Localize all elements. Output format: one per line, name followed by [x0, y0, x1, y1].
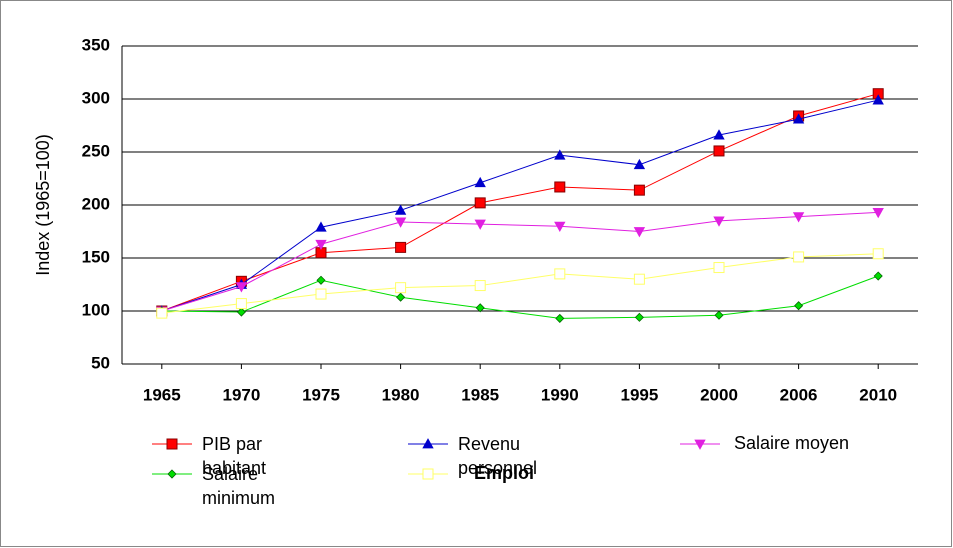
x-tick-label: 2006 — [780, 385, 818, 404]
marker — [554, 268, 566, 280]
x-tick-label: 1990 — [541, 385, 579, 404]
marker — [474, 280, 486, 292]
marker — [872, 208, 884, 219]
marker — [633, 158, 646, 170]
marker — [872, 94, 884, 105]
marker — [315, 239, 327, 251]
marker — [395, 282, 407, 294]
marker — [235, 282, 248, 293]
legend-label-box: Salaire minimum — [202, 464, 276, 508]
marker — [792, 113, 805, 124]
marker — [156, 307, 168, 319]
legend-label: Revenu personnel — [458, 434, 538, 478]
marker — [315, 221, 327, 232]
marker — [634, 312, 644, 322]
marker — [167, 469, 177, 479]
x-tick-label: 2010 — [859, 385, 897, 404]
marker — [713, 216, 725, 227]
marker — [554, 221, 566, 233]
marker — [873, 271, 883, 281]
marker — [394, 217, 407, 228]
x-tick-label: 1965 — [143, 385, 181, 404]
marker — [554, 149, 566, 160]
marker — [713, 145, 725, 157]
series-line — [161, 253, 879, 314]
y-tick-label: 300 — [82, 88, 110, 107]
marker — [316, 275, 326, 285]
marker — [793, 251, 805, 263]
x-tick-label: 2000 — [700, 385, 738, 404]
y-tick-label: 150 — [82, 247, 110, 266]
marker — [394, 204, 407, 215]
y-axis-label: Index (1965=100) — [33, 134, 53, 276]
marker — [235, 298, 247, 310]
marker — [555, 313, 565, 323]
legend-label: Emploi — [474, 463, 534, 483]
marker — [422, 438, 434, 449]
legend-label: PIB par habitant — [202, 434, 267, 478]
y-tick-label: 350 — [82, 35, 110, 54]
y-tick-label: 100 — [82, 300, 110, 319]
x-tick-label: 1980 — [382, 385, 420, 404]
series-line — [161, 93, 879, 312]
marker — [474, 219, 486, 230]
marker — [714, 310, 724, 320]
marker — [396, 292, 406, 302]
legend-label: Salaire moyen — [734, 433, 849, 453]
marker — [475, 303, 485, 313]
y-tick-label: 250 — [82, 141, 110, 160]
series-line — [161, 99, 879, 312]
x-tick-label: 1975 — [302, 385, 340, 404]
legend-label-box: Revenu personnel — [458, 434, 538, 478]
y-tick-label: 200 — [82, 194, 110, 213]
marker — [395, 241, 407, 253]
x-tick-label: 1985 — [461, 385, 499, 404]
marker — [422, 468, 434, 480]
marker — [694, 439, 706, 450]
marker — [713, 129, 725, 140]
marker — [633, 184, 645, 196]
marker — [474, 197, 486, 209]
series-line — [161, 275, 879, 319]
marker — [633, 227, 646, 238]
series-line — [161, 211, 879, 312]
marker — [315, 288, 327, 300]
marker — [872, 248, 884, 260]
marker — [794, 301, 804, 311]
y-tick-label: 50 — [91, 353, 110, 372]
x-tick-label: 1995 — [620, 385, 658, 404]
marker — [166, 438, 178, 450]
marker — [474, 176, 486, 188]
marker — [236, 307, 246, 317]
marker — [713, 262, 725, 274]
legend-label-box: PIB par habitant — [202, 434, 267, 478]
legend-label: Salaire minimum — [202, 464, 276, 508]
x-tick-label: 1970 — [222, 385, 260, 404]
marker — [792, 212, 805, 223]
marker — [554, 181, 566, 193]
marker — [633, 273, 645, 285]
